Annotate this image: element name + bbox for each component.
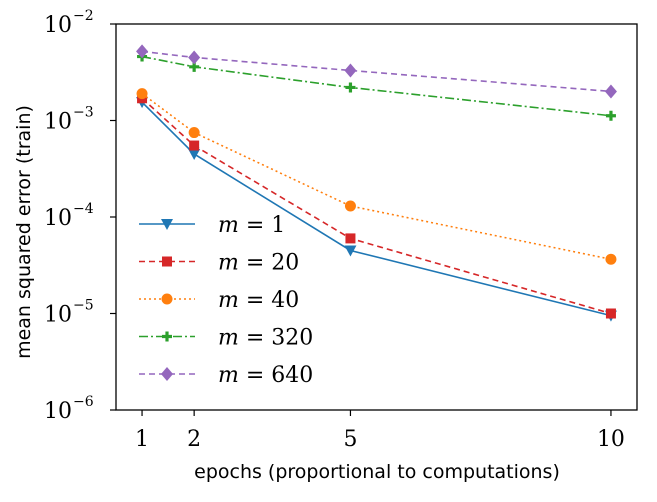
series-2 xyxy=(137,93,616,319)
legend-marker xyxy=(161,367,173,381)
x-tick-label: 2 xyxy=(187,427,201,452)
x-axis-label: epochs (proportional to computations) xyxy=(194,461,560,483)
plot-frame xyxy=(115,23,638,411)
legend-item: m = 40 xyxy=(139,288,299,313)
y-tick-base: 10 xyxy=(44,110,72,135)
data-point-marker xyxy=(604,84,617,99)
legend-variable: m xyxy=(218,251,239,276)
x-tick-label: 5 xyxy=(343,427,357,452)
legend-marker xyxy=(161,219,173,230)
series-line xyxy=(141,92,612,261)
data-point-marker xyxy=(136,44,149,59)
y-tick-exponent: −5 xyxy=(73,298,94,314)
x-tick-label: 10 xyxy=(597,427,625,452)
data-point-marker xyxy=(605,110,616,121)
legend-item: m = 1 xyxy=(139,213,285,238)
legend-marker xyxy=(162,331,172,342)
data-point-marker xyxy=(344,63,357,78)
data-point-marker xyxy=(188,148,201,160)
legend-marker xyxy=(162,256,172,267)
legend-value: = 320 xyxy=(239,326,313,351)
legend-item: m = 320 xyxy=(139,326,313,351)
series-line xyxy=(141,55,612,117)
data-point-marker xyxy=(345,82,356,93)
legend-label: m = 1 xyxy=(218,213,285,238)
y-axis-label: mean squared error (train) xyxy=(13,105,35,359)
data-point-marker xyxy=(136,88,148,100)
series-line xyxy=(141,50,612,93)
legend-label: m = 640 xyxy=(218,363,313,388)
data-point-marker xyxy=(605,253,617,265)
data-point-marker xyxy=(188,127,200,139)
data-point-marker xyxy=(605,308,616,319)
legend-item: m = 640 xyxy=(139,363,313,388)
series-3 xyxy=(136,88,617,265)
x-tick-label: 1 xyxy=(135,427,149,452)
legend-label: m = 320 xyxy=(218,326,313,351)
series-line xyxy=(141,101,612,317)
legend-variable: m xyxy=(218,213,239,238)
legend-label: m = 40 xyxy=(218,288,299,313)
series-line xyxy=(141,97,612,315)
legend-variable: m xyxy=(218,363,239,388)
y-tick-base: 10 xyxy=(44,399,72,424)
legend-variable: m xyxy=(218,326,239,351)
legend-value: = 20 xyxy=(239,251,299,276)
legend-variable: m xyxy=(218,288,239,313)
data-point-marker xyxy=(189,140,200,151)
legend-value: = 640 xyxy=(239,363,313,388)
data-point-marker xyxy=(344,245,357,257)
y-tick-base: 10 xyxy=(44,303,72,328)
y-tick-exponent: −6 xyxy=(73,394,94,410)
series-1 xyxy=(136,97,617,322)
data-point-marker xyxy=(344,200,356,212)
legend-item: m = 20 xyxy=(139,251,299,276)
y-tick-base: 10 xyxy=(44,13,72,38)
legend-label: m = 20 xyxy=(218,251,299,276)
series-layer xyxy=(136,44,617,322)
data-point-marker xyxy=(345,233,356,244)
y-tick-base: 10 xyxy=(44,206,72,231)
series-5 xyxy=(136,44,617,99)
data-point-marker xyxy=(188,50,201,65)
legend-value: = 40 xyxy=(239,288,299,313)
y-tick-exponent: −3 xyxy=(73,105,94,121)
y-tick-exponent: −4 xyxy=(73,201,94,217)
legend-marker xyxy=(161,293,173,305)
y-tick-exponent: −2 xyxy=(73,8,94,24)
legend-value: = 1 xyxy=(239,213,285,238)
